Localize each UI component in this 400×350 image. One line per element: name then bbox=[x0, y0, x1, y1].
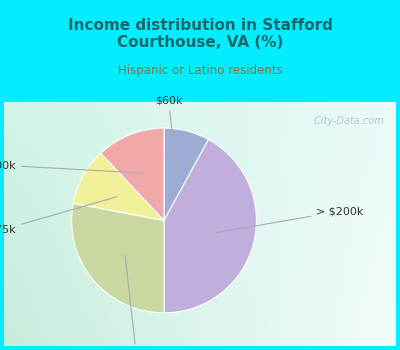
Wedge shape bbox=[164, 128, 208, 220]
Text: $200k: $200k bbox=[0, 160, 142, 173]
Wedge shape bbox=[101, 128, 164, 220]
Text: Income distribution in Stafford
Courthouse, VA (%): Income distribution in Stafford Courthou… bbox=[68, 18, 332, 50]
Wedge shape bbox=[72, 203, 164, 313]
Text: Hispanic or Latino residents: Hispanic or Latino residents bbox=[118, 64, 282, 77]
Text: $60k: $60k bbox=[155, 96, 182, 168]
Wedge shape bbox=[164, 140, 256, 313]
Text: > $200k: > $200k bbox=[216, 206, 364, 233]
Text: City-Data.com: City-Data.com bbox=[312, 116, 384, 126]
Text: $100k: $100k bbox=[119, 256, 154, 350]
Wedge shape bbox=[73, 153, 164, 220]
Text: $75k: $75k bbox=[0, 197, 117, 235]
